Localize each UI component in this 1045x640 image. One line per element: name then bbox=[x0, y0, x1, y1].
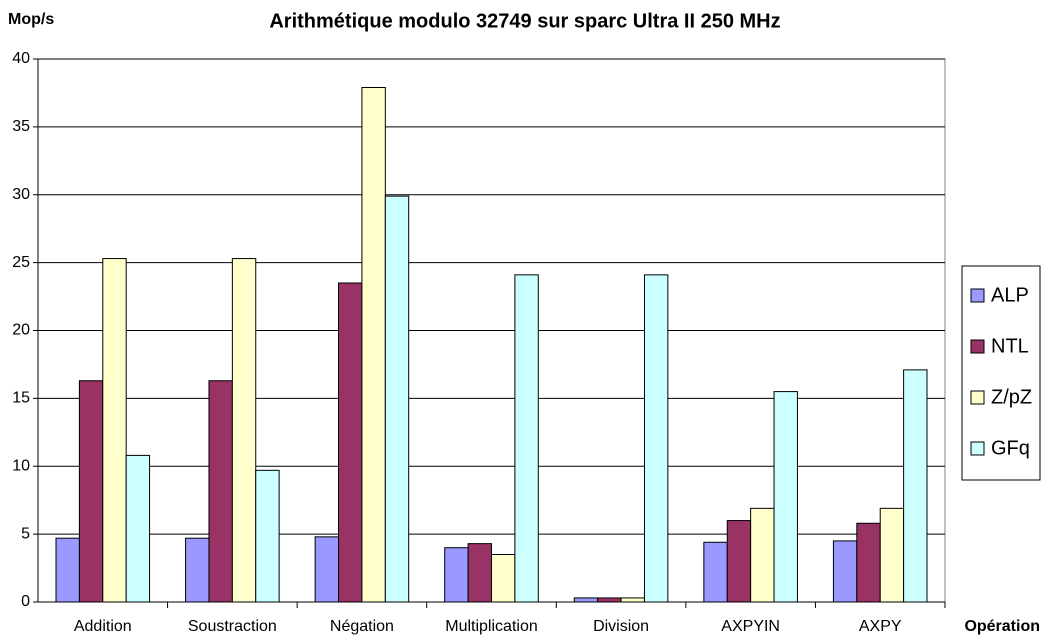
legend-swatch bbox=[970, 339, 985, 354]
bar bbox=[444, 547, 469, 603]
bar bbox=[856, 522, 881, 603]
bar bbox=[643, 274, 669, 603]
legend-label: NTL bbox=[991, 335, 1029, 357]
y-tick-label: 40 bbox=[12, 50, 30, 67]
bar bbox=[102, 258, 127, 603]
x-tick-label: Soustraction bbox=[188, 618, 277, 635]
bar bbox=[514, 274, 539, 603]
bar bbox=[55, 537, 80, 603]
bar bbox=[208, 380, 233, 603]
bar bbox=[491, 553, 516, 603]
chart-title: Arithmétique modulo 32749 sur sparc Ultr… bbox=[269, 10, 780, 32]
x-axis-label: Opération bbox=[964, 618, 1040, 635]
legend-swatch bbox=[970, 390, 985, 405]
legend-label: Z/pZ bbox=[991, 386, 1032, 408]
bar bbox=[903, 369, 928, 603]
bar bbox=[467, 543, 493, 603]
bar bbox=[231, 258, 257, 603]
bar bbox=[384, 195, 410, 603]
x-tick-label: Division bbox=[593, 618, 649, 635]
x-tick-label: Négation bbox=[330, 618, 394, 635]
bar bbox=[338, 282, 363, 603]
legend-label: GFq bbox=[991, 437, 1030, 459]
bar bbox=[78, 380, 104, 603]
bar bbox=[773, 391, 798, 603]
bar bbox=[832, 540, 858, 603]
y-tick-label: 20 bbox=[12, 322, 30, 339]
bar bbox=[750, 507, 775, 603]
legend-swatch bbox=[970, 441, 985, 456]
y-tick-label: 0 bbox=[21, 593, 30, 610]
bar bbox=[185, 537, 210, 603]
x-tick-label: Multiplication bbox=[445, 618, 537, 635]
bar bbox=[125, 454, 151, 603]
bar bbox=[597, 597, 622, 603]
bar bbox=[314, 536, 340, 603]
legend-label: ALP bbox=[991, 284, 1029, 306]
x-tick-label: Addition bbox=[74, 618, 132, 635]
y-tick-label: 35 bbox=[12, 118, 30, 135]
y-tick-label: 5 bbox=[21, 525, 30, 542]
x-tick-label: AXPY bbox=[859, 618, 902, 635]
bar bbox=[726, 520, 752, 603]
bar bbox=[573, 597, 599, 603]
bar bbox=[361, 87, 386, 603]
y-axis-label: Mop/s bbox=[8, 11, 54, 28]
x-tick-label: AXPYIN bbox=[721, 618, 780, 635]
y-tick-label: 30 bbox=[12, 186, 30, 203]
bar bbox=[620, 597, 645, 603]
bar bbox=[255, 469, 280, 603]
y-tick-label: 15 bbox=[12, 390, 30, 407]
bar bbox=[703, 541, 728, 603]
legend-swatch bbox=[970, 288, 985, 303]
bar bbox=[879, 507, 905, 603]
y-tick-label: 25 bbox=[12, 254, 30, 271]
y-tick-label: 10 bbox=[12, 457, 30, 474]
